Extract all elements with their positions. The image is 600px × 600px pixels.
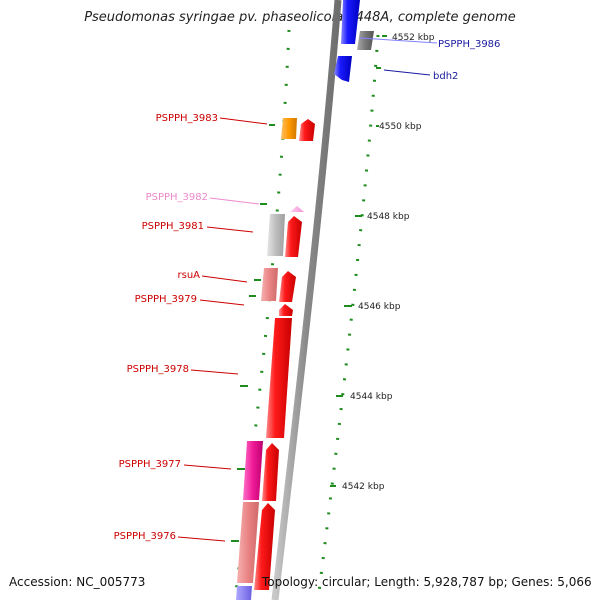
- gene-label-pspph-3976: PSPPH_3976: [114, 531, 176, 542]
- gene-feature-3981: [285, 216, 302, 257]
- gene-feature-bdh2: [334, 56, 352, 82]
- gene-label-pspph-3979: PSPPH_3979: [135, 294, 197, 305]
- gene-feature-3976: [237, 502, 259, 583]
- gene-label-pspph-3982: PSPPH_3982: [146, 192, 208, 203]
- forward-strand-features: [236, 118, 315, 600]
- gene-feature-3984: [299, 119, 315, 141]
- gene-feature-3982: [290, 206, 304, 212]
- ring-marks: [231, 35, 387, 542]
- gene-feature-reverse: [341, 0, 360, 44]
- gene-label-bdh2: bdh2: [433, 71, 458, 82]
- gene-feature-3977: [243, 441, 263, 500]
- gene-feature-3979: [279, 271, 296, 302]
- reverse-strand-features: [334, 0, 374, 82]
- scale-label-4544: 4544 kbp: [350, 392, 393, 402]
- gene-feature-rsuA: [261, 268, 278, 301]
- gene-feature-3981-grey: [267, 214, 285, 256]
- gene-label-pspph-3981: PSPPH_3981: [142, 221, 204, 232]
- outer-ring-right: [316, 34, 380, 600]
- genome-backbone: [271, 0, 342, 600]
- accession-text: Accession: NC_005773: [9, 575, 146, 589]
- gene-label-pspph-3986: PSPPH_3986: [438, 39, 500, 50]
- gene-label-pspph-3978: PSPPH_3978: [127, 364, 189, 375]
- scale-ticks: [330, 125, 379, 487]
- gene-label-pspph-3977: PSPPH_3977: [119, 459, 181, 470]
- scale-label-4552: 4552 kbp: [392, 33, 435, 43]
- scale-label-4548: 4548 kbp: [367, 212, 410, 222]
- gene-label-rsuA: rsuA: [178, 270, 201, 281]
- gene-feature-3983: [281, 118, 297, 139]
- scale-label-4550: 4550 kbp: [379, 122, 422, 132]
- scale-label-4542: 4542 kbp: [342, 482, 385, 492]
- gene-feature-3979b: [279, 304, 293, 316]
- gene-feature-3976-red: [254, 503, 275, 590]
- gene-feature-3975: [236, 586, 252, 600]
- label-leaders: [177, 37, 438, 542]
- gene-feature-3978: [266, 318, 292, 438]
- gene-feature-3977-red: [262, 443, 279, 501]
- gene-feature-3986: [357, 31, 374, 50]
- scale-label-4546: 4546 kbp: [358, 302, 401, 312]
- gene-label-pspph-3983: PSPPH_3983: [156, 113, 218, 124]
- map-title: Pseudomonas syringae pv. phaseolicola 14…: [84, 10, 516, 25]
- genome-stats-text: Topology: circular; Length: 5,928,787 bp…: [262, 575, 592, 589]
